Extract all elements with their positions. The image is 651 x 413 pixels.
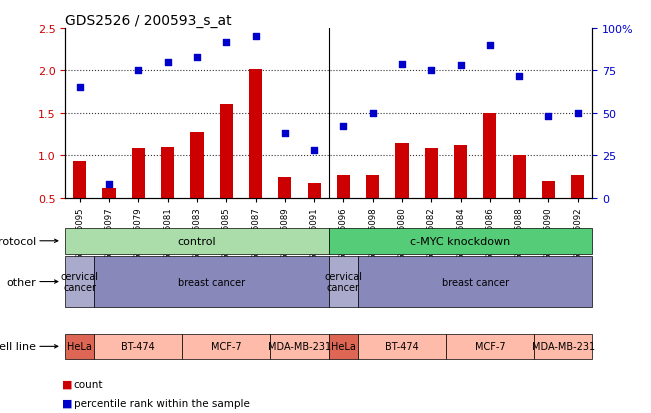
Point bbox=[280, 131, 290, 137]
Bar bbox=[512, 156, 526, 240]
Text: ■: ■ bbox=[62, 398, 72, 408]
Text: MDA-MB-231: MDA-MB-231 bbox=[532, 342, 594, 351]
Bar bbox=[219, 105, 233, 240]
Text: GDS2526 / 200593_s_at: GDS2526 / 200593_s_at bbox=[65, 14, 232, 28]
Bar bbox=[571, 176, 585, 240]
Point bbox=[250, 34, 260, 40]
Text: MCF-7: MCF-7 bbox=[475, 342, 505, 351]
Bar bbox=[249, 69, 262, 240]
Bar bbox=[190, 133, 204, 240]
Text: cell line: cell line bbox=[0, 342, 36, 351]
Text: breast cancer: breast cancer bbox=[178, 277, 245, 287]
Text: count: count bbox=[74, 379, 103, 389]
Bar bbox=[542, 181, 555, 240]
Point bbox=[514, 73, 524, 80]
Point bbox=[426, 68, 436, 74]
Text: MCF-7: MCF-7 bbox=[211, 342, 242, 351]
Point bbox=[133, 68, 143, 74]
Point bbox=[455, 63, 465, 69]
Text: protocol: protocol bbox=[0, 236, 36, 246]
Bar bbox=[307, 184, 321, 240]
Point bbox=[104, 181, 115, 188]
Text: cervical
cancer: cervical cancer bbox=[324, 271, 363, 293]
Point bbox=[309, 147, 319, 154]
Bar bbox=[395, 143, 409, 240]
Bar bbox=[483, 114, 497, 240]
Bar bbox=[161, 147, 174, 240]
Point bbox=[367, 110, 378, 117]
Bar bbox=[424, 149, 438, 240]
Text: MDA-MB-231: MDA-MB-231 bbox=[268, 342, 331, 351]
Bar bbox=[102, 188, 116, 240]
Bar bbox=[337, 176, 350, 240]
Text: c-MYC knockdown: c-MYC knockdown bbox=[411, 236, 510, 246]
Text: breast cancer: breast cancer bbox=[441, 277, 509, 287]
Text: percentile rank within the sample: percentile rank within the sample bbox=[74, 398, 249, 408]
Point bbox=[221, 39, 232, 46]
Text: HeLa: HeLa bbox=[67, 342, 92, 351]
Text: other: other bbox=[6, 277, 36, 287]
Bar bbox=[73, 162, 87, 240]
Point bbox=[163, 59, 173, 66]
Point bbox=[191, 55, 202, 61]
Bar bbox=[366, 176, 380, 240]
Point bbox=[339, 124, 349, 131]
Text: cervical
cancer: cervical cancer bbox=[61, 271, 99, 293]
Bar bbox=[132, 149, 145, 240]
Point bbox=[74, 85, 85, 91]
Text: BT-474: BT-474 bbox=[122, 342, 155, 351]
Point bbox=[396, 61, 408, 68]
Text: BT-474: BT-474 bbox=[385, 342, 419, 351]
Text: HeLa: HeLa bbox=[331, 342, 356, 351]
Text: control: control bbox=[178, 236, 216, 246]
Point bbox=[543, 114, 553, 120]
Point bbox=[572, 110, 583, 117]
Text: ■: ■ bbox=[62, 379, 72, 389]
Point bbox=[484, 43, 495, 49]
Bar bbox=[278, 178, 292, 240]
Bar bbox=[454, 146, 467, 240]
